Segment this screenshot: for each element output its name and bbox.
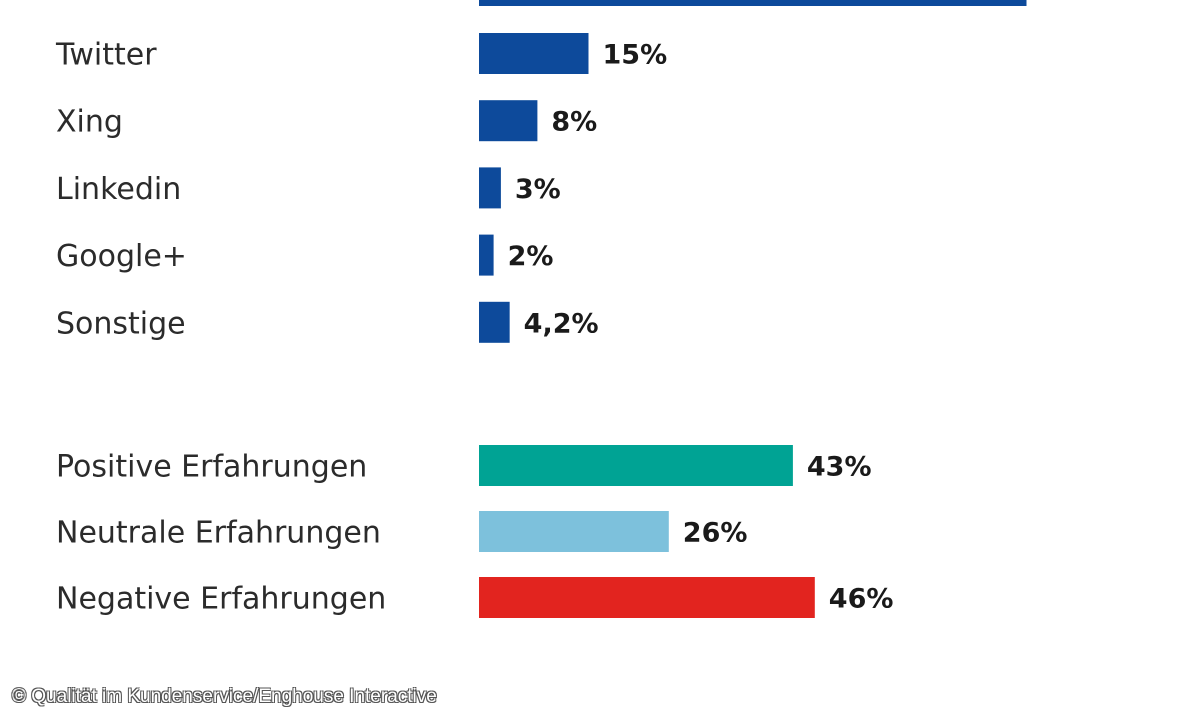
category-label-negative-erfahrungen: Negative Erfahrungen [56, 582, 386, 617]
value-label-sonstige: 4,2% [524, 308, 599, 339]
bar-partial-top [479, 0, 1027, 6]
bar-sonstige [479, 301, 510, 343]
bar-google [479, 234, 494, 276]
category-label-xing: Xing [56, 105, 123, 140]
category-label-neutrale-erfahrungen: Neutrale Erfahrungen [56, 516, 381, 551]
chart-group-2: Positive Erfahrungen 43% Neutrale Erfahrun… [56, 445, 893, 618]
category-label-linkedin: Linkedin [56, 172, 181, 207]
bar-xing [479, 100, 538, 142]
category-label-sonstige: Sonstige [56, 306, 186, 341]
value-label-negative-erfahrungen: 46% [829, 584, 894, 615]
value-label-neutrale-erfahrungen: 26% [683, 518, 748, 549]
bar-neutrale-erfahrungen [479, 511, 669, 552]
value-label-google: 2% [508, 241, 554, 272]
category-label-google: Google+ [56, 239, 187, 274]
value-label-xing: 8% [551, 107, 597, 138]
bar-positive-erfahrungen [479, 445, 793, 486]
bar-twitter [479, 33, 589, 74]
value-label-twitter: 15% [603, 40, 668, 71]
chart-group-1: Twitter 15% Xing 8% Linkedin 3% Google+ 2% Sonst… [55, 33, 667, 343]
value-label-linkedin: 3% [515, 174, 561, 205]
bar-linkedin [479, 167, 501, 209]
copyright-credit: © Qualität im Kundenservice/Enghouse Int… [12, 686, 437, 707]
category-label-positive-erfahrungen: Positive Erfahrungen [56, 450, 367, 485]
category-label-twitter: Twitter [55, 38, 157, 73]
value-label-positive-erfahrungen: 43% [807, 452, 872, 483]
bar-negative-erfahrungen [479, 577, 815, 618]
